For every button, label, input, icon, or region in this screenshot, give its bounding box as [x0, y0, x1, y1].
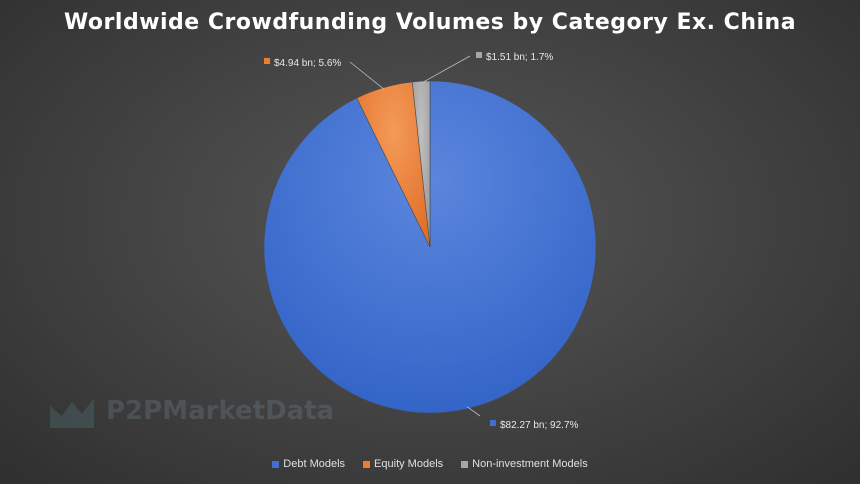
- leader-line-debt: [466, 406, 481, 417]
- legend-swatch-equity: [363, 460, 371, 468]
- legend-swatch-noninvestment: [461, 460, 469, 468]
- data-label-swatch-noninvestment: [476, 52, 482, 58]
- legend-swatch-debt: [272, 460, 280, 468]
- leader-line-noninvestment: [421, 55, 471, 84]
- legend-item-noninvestment: Non-investment Models: [461, 458, 588, 470]
- data-label-swatch-equity: [264, 58, 270, 64]
- data-label-equity: $4.94 bn; 5.6%: [274, 58, 341, 69]
- legend: Debt Models Equity Models Non-investment…: [0, 458, 860, 470]
- watermark-logo-icon: [50, 398, 94, 428]
- chart-title: Worldwide Crowdfunding Volumes by Catego…: [63, 10, 797, 35]
- legend-item-debt: Debt Models: [272, 458, 345, 470]
- watermark-text: P2PMarketData: [106, 396, 335, 426]
- legend-item-equity: Equity Models: [363, 458, 443, 470]
- watermark: P2PMarketData: [48, 392, 334, 430]
- pie-slice-noninvestment: [411, 80, 431, 248]
- legend-label-debt: Debt Models: [283, 458, 346, 470]
- data-label-noninvestment: $1.51 bn; 1.7%: [486, 52, 553, 63]
- data-label-debt: $82.27 bn; 92.7%: [500, 420, 579, 431]
- data-label-swatch-debt: [490, 420, 496, 426]
- legend-label-equity: Equity Models: [374, 458, 444, 470]
- legend-label-noninvestment: Non-investment Models: [472, 458, 588, 470]
- leader-line-equity: [349, 61, 385, 90]
